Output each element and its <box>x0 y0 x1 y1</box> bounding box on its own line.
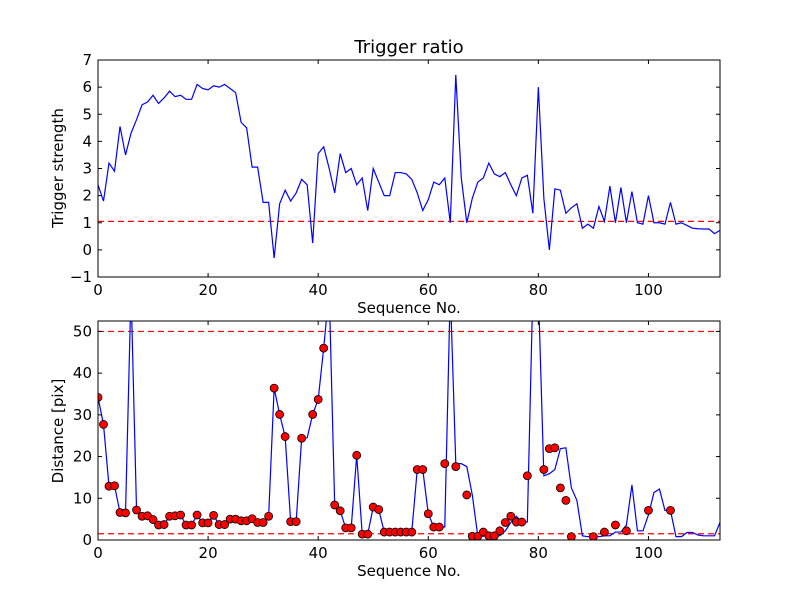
bottom-data-point <box>297 433 307 443</box>
bottom-data-point <box>555 483 565 493</box>
bottom-data-point <box>132 505 141 515</box>
bottom-data-point <box>209 510 218 520</box>
bottom-data-point <box>666 505 675 515</box>
bottom-data-point <box>434 522 444 532</box>
bottom-x-tick-label: 0 <box>93 544 103 562</box>
bottom-data-point <box>176 510 185 520</box>
bottom-data-point <box>264 511 274 521</box>
bottom-y-tick-label: 20 <box>73 448 92 466</box>
bottom-data-point <box>291 517 301 527</box>
bottom-data-point <box>600 527 609 537</box>
bottom-data-point <box>203 518 213 528</box>
bottom-data-point <box>451 462 461 471</box>
bottom-data-point <box>187 520 196 530</box>
bottom-data-point <box>589 532 598 540</box>
top-y-tick-label: −1 <box>70 268 92 286</box>
bottom-y-tick-label: 10 <box>73 489 92 507</box>
bottom-data-point <box>335 506 345 516</box>
bottom-data-point <box>566 532 576 540</box>
bottom-data-point <box>269 383 279 393</box>
bottom-data-point <box>611 520 620 530</box>
bottom-data-point <box>407 527 417 537</box>
bottom-data-point <box>522 471 532 481</box>
bottom-data-point <box>275 410 285 419</box>
bottom-data-point <box>440 459 450 469</box>
top-x-tick-label: 40 <box>309 281 328 299</box>
bottom-data-point <box>220 520 230 529</box>
bottom-data-point <box>622 526 631 536</box>
top-x-tick-label: 0 <box>93 281 103 299</box>
bottom-y-tick-label: 50 <box>73 322 92 340</box>
bottom-x-tick-label: 80 <box>529 544 548 562</box>
top-series-line <box>98 74 720 259</box>
bottom-y-axis-label: Distance [pix] <box>49 379 67 484</box>
bottom-data-point <box>258 518 268 527</box>
bottom-x-tick-label: 20 <box>199 544 218 562</box>
top-y-tick-label: 6 <box>82 78 92 96</box>
distance-panel: Sequence No. Distance [pix] 0 20 40 60 80 100… <box>49 320 721 580</box>
bottom-y-tick-label: 40 <box>73 364 92 382</box>
bottom-data-point <box>352 450 362 460</box>
bottom-data-point <box>98 392 103 402</box>
bottom-data-point <box>99 420 108 429</box>
bottom-x-tick-label: 100 <box>634 544 663 562</box>
bottom-data-point <box>500 518 510 527</box>
bottom-data-point <box>159 520 169 529</box>
bottom-data-point <box>495 526 505 536</box>
top-x-tick-label: 60 <box>419 281 438 299</box>
bottom-y-tick-label: 30 <box>73 406 92 424</box>
chart-title: Trigger ratio <box>353 37 463 58</box>
bottom-data-point <box>462 490 472 500</box>
bottom-x-tick-label: 40 <box>309 544 328 562</box>
bottom-data-point <box>110 481 119 491</box>
bottom-data-point <box>192 510 202 520</box>
bottom-plot-frame <box>97 320 721 541</box>
bottom-data-point <box>644 505 653 515</box>
top-x-tick-label: 100 <box>634 281 663 299</box>
top-y-tick-label: 0 <box>82 241 92 259</box>
top-x-tick-label: 80 <box>529 281 548 299</box>
bottom-data-point <box>517 517 527 527</box>
top-y-tick-label: 4 <box>82 132 92 150</box>
top-x-tick-label: 20 <box>199 281 218 299</box>
bottom-data-point <box>313 395 323 404</box>
bottom-data-point <box>308 410 318 419</box>
bottom-data-point <box>561 495 571 505</box>
bottom-data-point <box>418 465 428 474</box>
top-y-tick-label: 2 <box>82 187 92 205</box>
top-y-tick-label: 3 <box>82 160 92 178</box>
top-y-axis-label: Trigger strength <box>49 108 67 229</box>
bottom-data-point <box>330 500 340 510</box>
bottom-data-point <box>550 443 560 453</box>
bottom-data-point <box>280 432 290 441</box>
bottom-data-point <box>374 505 384 514</box>
bottom-data-point <box>539 465 549 474</box>
bottom-x-tick-label: 60 <box>419 544 438 562</box>
bottom-data-point <box>363 529 373 539</box>
top-y-tick-label: 1 <box>82 214 92 232</box>
bottom-data-point <box>319 343 329 353</box>
trigger-ratio-panel: Trigger ratio Sequence No. Trigger stren… <box>49 37 721 317</box>
bottom-data-point <box>346 523 356 533</box>
top-x-axis-label: Sequence No. <box>357 299 461 317</box>
top-y-tick-label: 5 <box>82 105 92 123</box>
bottom-data-point <box>121 508 130 518</box>
bottom-data-point <box>423 509 433 519</box>
bottom-x-axis-label: Sequence No. <box>357 562 461 580</box>
bottom-y-tick-label: 0 <box>82 531 92 549</box>
bottom-data-point <box>148 515 158 524</box>
bottom-data-point <box>506 511 516 521</box>
top-y-tick-label: 7 <box>82 51 92 69</box>
